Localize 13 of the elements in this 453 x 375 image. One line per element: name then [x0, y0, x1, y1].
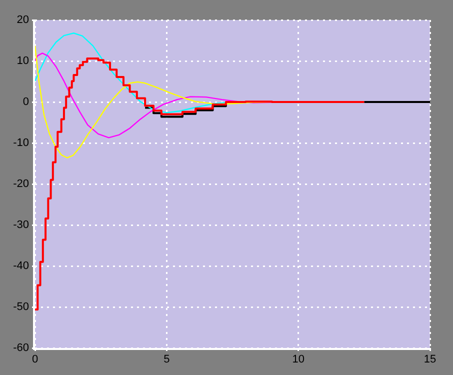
y-tick-label: -30: [13, 219, 29, 232]
y-tick-label: -60: [13, 342, 29, 354]
y-tick-label: -20: [13, 178, 29, 190]
x-tick-label: 5: [164, 354, 170, 366]
y-tick-label: 0: [22, 96, 29, 108]
y-tick-label: -50: [13, 301, 29, 314]
y-tick-label: 10: [16, 55, 29, 68]
y-tick-label: -40: [13, 260, 29, 272]
x-tick-label: 0: [32, 354, 38, 366]
y-tick-label: -10: [13, 137, 29, 150]
x-tick-label: 15: [424, 354, 436, 366]
x-tick-label: 10: [292, 354, 304, 366]
y-tick-label: 20: [16, 14, 29, 26]
